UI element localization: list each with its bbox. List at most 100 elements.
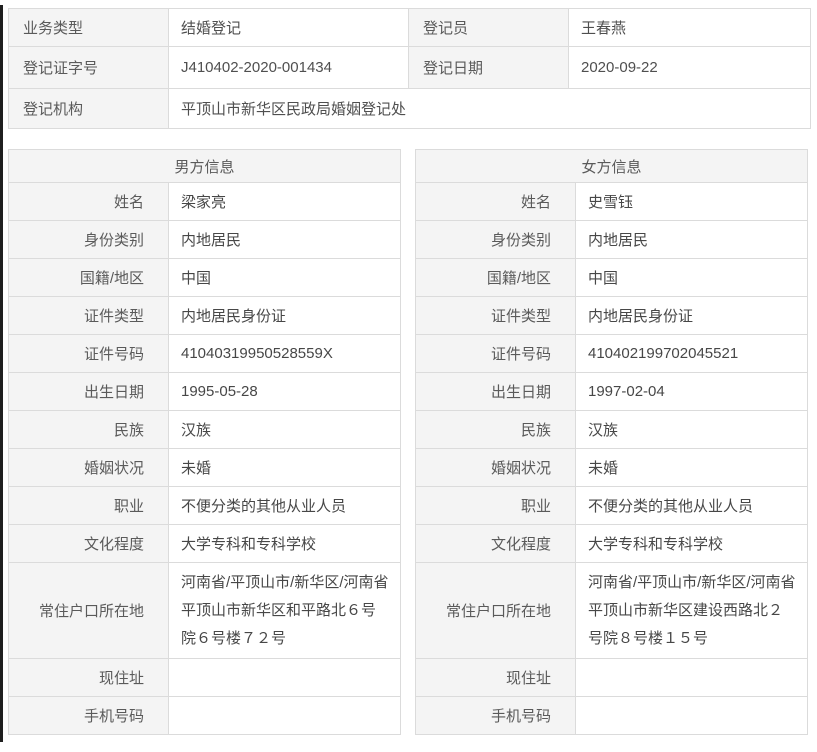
male-nationality-value: 中国 [167, 258, 402, 297]
male-education-label: 文化程度 [8, 524, 169, 563]
male-table-title: 男方信息 [7, 149, 402, 183]
female-identity-type-label: 身份类别 [415, 220, 576, 259]
male-row-occupation: 职业 不便分类的其他从业人员 [8, 486, 402, 525]
male-table-header-row: 男方信息 [7, 149, 402, 183]
female-row-ethnicity: 民族 汉族 [415, 410, 809, 449]
female-row-nationality: 国籍/地区 中国 [415, 258, 809, 297]
female-row-identity-type: 身份类别 内地居民 [415, 220, 809, 259]
male-education-value: 大学专科和专科学校 [167, 524, 402, 563]
female-id-number-label: 证件号码 [415, 334, 576, 373]
female-row-mobile: 手机号码 [415, 696, 809, 736]
male-ethnicity-value: 汉族 [167, 410, 402, 449]
female-birth-date-label: 出生日期 [415, 372, 576, 411]
male-nationality-label: 国籍/地区 [8, 258, 169, 297]
male-row-ethnicity: 民族 汉族 [8, 410, 402, 449]
female-education-value: 大学专科和专科学校 [574, 524, 809, 563]
male-info-table: 男方信息 姓名 梁家亮 身份类别 内地居民 国籍/地区 中国 证件类型 内地居民… [7, 149, 402, 736]
female-occupation-label: 职业 [415, 486, 576, 525]
female-ethnicity-value: 汉族 [574, 410, 809, 449]
male-id-type-label: 证件类型 [8, 296, 169, 335]
male-occupation-label: 职业 [8, 486, 169, 525]
female-row-occupation: 职业 不便分类的其他从业人员 [415, 486, 809, 525]
male-id-number-label: 证件号码 [8, 334, 169, 373]
female-household-address-label: 常住户口所在地 [415, 561, 576, 660]
business-type-label: 业务类型 [8, 8, 169, 47]
male-row-household-address: 常住户口所在地 河南省/平顶山市/新华区/河南省平顶山市新华区和平路北６号院６号… [8, 561, 402, 660]
female-marital-status-label: 婚姻状况 [415, 448, 576, 487]
male-row-marital-status: 婚姻状况 未婚 [8, 448, 402, 487]
male-row-id-type: 证件类型 内地居民身份证 [8, 296, 402, 335]
female-info-panel: 女方信息 姓名 史雪钰 身份类别 内地居民 国籍/地区 中国 证件类型 内地居民… [414, 149, 809, 736]
female-nationality-label: 国籍/地区 [415, 258, 576, 297]
registration-info-table: 业务类型 结婚登记 登记员 王春燕 登记证字号 J410402-2020-001… [8, 8, 811, 129]
male-mobile-label: 手机号码 [8, 696, 169, 736]
certificate-no-label: 登记证字号 [8, 46, 169, 89]
male-marital-status-value: 未婚 [167, 448, 402, 487]
male-current-address-value [167, 658, 402, 698]
female-name-label: 姓名 [415, 182, 576, 221]
male-row-name: 姓名 梁家亮 [8, 182, 402, 221]
male-info-panel: 男方信息 姓名 梁家亮 身份类别 内地居民 国籍/地区 中国 证件类型 内地居民… [7, 149, 402, 736]
male-marital-status-label: 婚姻状况 [8, 448, 169, 487]
female-education-label: 文化程度 [415, 524, 576, 563]
female-info-table: 女方信息 姓名 史雪钰 身份类别 内地居民 国籍/地区 中国 证件类型 内地居民… [414, 149, 809, 736]
female-birth-date-value: 1997-02-04 [574, 372, 809, 411]
female-row-name: 姓名 史雪钰 [415, 182, 809, 221]
male-row-education: 文化程度 大学专科和专科学校 [8, 524, 402, 563]
registration-date-label: 登记日期 [408, 46, 569, 89]
female-nationality-value: 中国 [574, 258, 809, 297]
female-table-header-row: 女方信息 [414, 149, 809, 183]
male-row-id-number: 证件号码 41040319950528559X [8, 334, 402, 373]
male-row-identity-type: 身份类别 内地居民 [8, 220, 402, 259]
female-row-education: 文化程度 大学专科和专科学校 [415, 524, 809, 563]
person-info-section: 男方信息 姓名 梁家亮 身份类别 内地居民 国籍/地区 中国 证件类型 内地居民… [7, 149, 810, 736]
male-row-birth-date: 出生日期 1995-05-28 [8, 372, 402, 411]
female-household-address-value: 河南省/平顶山市/新华区/河南省平顶山市新华区建设西路北２号院８号楼１５号 [574, 561, 809, 660]
registrar-value: 王春燕 [568, 8, 811, 47]
female-ethnicity-label: 民族 [415, 410, 576, 449]
female-id-type-label: 证件类型 [415, 296, 576, 335]
female-id-number-value: 410402199702045521 [574, 334, 809, 373]
female-row-marital-status: 婚姻状况 未婚 [415, 448, 809, 487]
male-id-number-value: 41040319950528559X [167, 334, 402, 373]
registration-row-office: 登记机构 平顶山市新华区民政局婚姻登记处 [8, 88, 811, 129]
female-name-value: 史雪钰 [574, 182, 809, 221]
registration-office-label: 登记机构 [8, 88, 169, 129]
registration-office-value: 平顶山市新华区民政局婚姻登记处 [168, 88, 811, 129]
male-occupation-value: 不便分类的其他从业人员 [167, 486, 402, 525]
male-row-mobile: 手机号码 [8, 696, 402, 736]
female-row-birth-date: 出生日期 1997-02-04 [415, 372, 809, 411]
marriage-registration-record: 业务类型 结婚登记 登记员 王春燕 登记证字号 J410402-2020-001… [7, 8, 811, 736]
male-identity-type-value: 内地居民 [167, 220, 402, 259]
male-ethnicity-label: 民族 [8, 410, 169, 449]
male-name-value: 梁家亮 [167, 182, 402, 221]
female-mobile-label: 手机号码 [415, 696, 576, 736]
female-row-household-address: 常住户口所在地 河南省/平顶山市/新华区/河南省平顶山市新华区建设西路北２号院８… [415, 561, 809, 660]
male-birth-date-label: 出生日期 [8, 372, 169, 411]
business-type-value: 结婚登记 [168, 8, 409, 47]
female-occupation-value: 不便分类的其他从业人员 [574, 486, 809, 525]
female-id-type-value: 内地居民身份证 [574, 296, 809, 335]
male-identity-type-label: 身份类别 [8, 220, 169, 259]
window-left-edge [0, 5, 3, 742]
female-row-id-type: 证件类型 内地居民身份证 [415, 296, 809, 335]
registration-row-business: 业务类型 结婚登记 登记员 王春燕 [8, 8, 811, 47]
female-current-address-label: 现住址 [415, 658, 576, 698]
female-current-address-value [574, 658, 809, 698]
male-household-address-value: 河南省/平顶山市/新华区/河南省平顶山市新华区和平路北６号院６号楼７２号 [167, 561, 402, 660]
male-name-label: 姓名 [8, 182, 169, 221]
female-row-id-number: 证件号码 410402199702045521 [415, 334, 809, 373]
registration-row-certificate: 登记证字号 J410402-2020-001434 登记日期 2020-09-2… [8, 46, 811, 89]
female-marital-status-value: 未婚 [574, 448, 809, 487]
male-birth-date-value: 1995-05-28 [167, 372, 402, 411]
male-row-nationality: 国籍/地区 中国 [8, 258, 402, 297]
female-identity-type-value: 内地居民 [574, 220, 809, 259]
male-current-address-label: 现住址 [8, 658, 169, 698]
male-household-address-label: 常住户口所在地 [8, 561, 169, 660]
female-mobile-value [574, 696, 809, 736]
male-id-type-value: 内地居民身份证 [167, 296, 402, 335]
male-row-current-address: 现住址 [8, 658, 402, 698]
female-table-title: 女方信息 [414, 149, 809, 183]
registrar-label: 登记员 [408, 8, 569, 47]
female-row-current-address: 现住址 [415, 658, 809, 698]
